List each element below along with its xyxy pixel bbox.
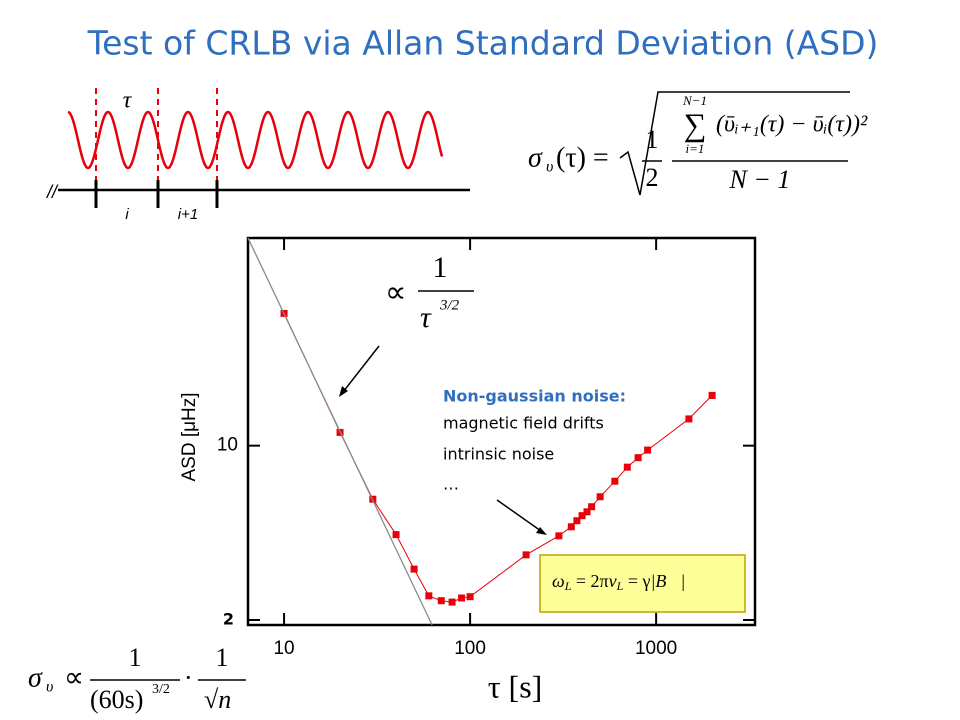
- formula-part: ω: [552, 571, 565, 591]
- formula-text: 3/2: [152, 682, 170, 697]
- annotation: Non-gaussian noise:: [443, 387, 626, 406]
- data-point: [578, 512, 586, 520]
- formula-part: ν: [609, 571, 617, 591]
- arrow: [342, 345, 380, 393]
- annotation: magnetic field drifts: [443, 414, 604, 433]
- formula-text: υ: [546, 159, 553, 176]
- asd-formula: σ υ (τ) = 1 2 ∑ N−1 i=1 (ῡᵢ₊₁(τ) − ῡᵢ(τ)…: [528, 91, 868, 196]
- x-tick-label: 100: [454, 638, 486, 659]
- break-mark: //: [45, 182, 59, 202]
- plot-marks: [247, 237, 755, 626]
- data-point: [708, 391, 716, 399]
- data-point: [596, 493, 604, 501]
- i-next-label: i+1: [178, 206, 198, 223]
- formula-part: L: [564, 579, 572, 593]
- formula-text: ∝: [385, 276, 406, 309]
- data-point: [634, 454, 642, 462]
- data-point: [644, 446, 652, 454]
- data-point: [448, 598, 456, 606]
- formula-text: √n: [204, 685, 231, 714]
- x-axis-label: τ [s]: [488, 668, 543, 704]
- formula-text: 1: [216, 643, 229, 672]
- tau-label: τ: [123, 88, 133, 114]
- formula-box: [539, 554, 746, 613]
- data-point: [425, 592, 433, 600]
- formula-text: N−1: [682, 93, 707, 108]
- x-tick-label: 1000: [635, 638, 677, 659]
- data-point: [555, 532, 563, 540]
- formula-text: τ: [420, 301, 432, 334]
- formula-text: 3/2: [439, 297, 460, 313]
- bottom-formula: σ υ ∝ 1 (60s) 3/2 · 1 √n: [28, 643, 246, 714]
- sine-wave: [67, 110, 444, 170]
- arrow-head: [536, 527, 547, 535]
- formula-text: 1: [646, 125, 659, 154]
- arrow-head: [339, 386, 348, 397]
- formula-text: (60s): [90, 685, 143, 714]
- annotation: intrinsic noise: [443, 445, 554, 464]
- formula-text: ∑: [684, 106, 707, 142]
- arrow: [496, 499, 542, 532]
- formula-text: 1: [433, 251, 448, 284]
- formula-text: ∝: [64, 662, 84, 693]
- data-point: [611, 477, 619, 485]
- formula-text: ωL = 2πνL = γ|B⃗|: [552, 571, 685, 593]
- formula-text: 2: [646, 163, 659, 192]
- annotation: …: [443, 475, 459, 494]
- data-point: [458, 594, 466, 602]
- y-tick-label: 2: [223, 610, 234, 629]
- formula-part: L: [616, 579, 624, 593]
- i-label: i: [125, 206, 129, 223]
- data-point: [567, 523, 575, 531]
- data-point: [522, 551, 530, 559]
- sqrt-sign: [619, 91, 850, 196]
- data-point: [437, 597, 445, 605]
- y-tick-label: 10: [217, 435, 238, 456]
- slide-title: Test of CRLB via Allan Standard Deviatio…: [87, 24, 879, 63]
- x-tick-label: 10: [273, 638, 294, 659]
- formula-text: ·: [184, 663, 193, 692]
- formula-text: i=1: [686, 141, 705, 156]
- y-axis-label: ASD [μHz]: [179, 392, 200, 481]
- slope-formula: ∝ 1 τ 3/2: [385, 251, 474, 334]
- plot-frame: [246, 236, 757, 627]
- formula-text: N − 1: [729, 165, 791, 194]
- formula-text: σ: [28, 662, 43, 693]
- data-point: [573, 517, 581, 525]
- data-point: [410, 565, 418, 573]
- formula-text: 1: [129, 643, 142, 672]
- data-point: [583, 508, 591, 516]
- formula-part: = 2π: [571, 571, 608, 591]
- schematic: τ i i+1 //: [45, 88, 470, 223]
- formula-part: |B⃗|: [650, 571, 685, 591]
- data-point: [588, 503, 596, 511]
- data-point: [466, 593, 474, 601]
- data-point: [685, 415, 693, 423]
- data-point: [392, 531, 400, 539]
- formula-text: (τ) =: [556, 142, 609, 173]
- formula-text: σ: [528, 142, 543, 173]
- formula-text: υ: [46, 679, 53, 696]
- series-line: [247, 237, 433, 626]
- formula-part: = γ: [623, 571, 650, 591]
- data-point: [623, 463, 631, 471]
- formula-text: (ῡᵢ₊₁(τ) − ῡᵢ(τ))²: [716, 112, 868, 138]
